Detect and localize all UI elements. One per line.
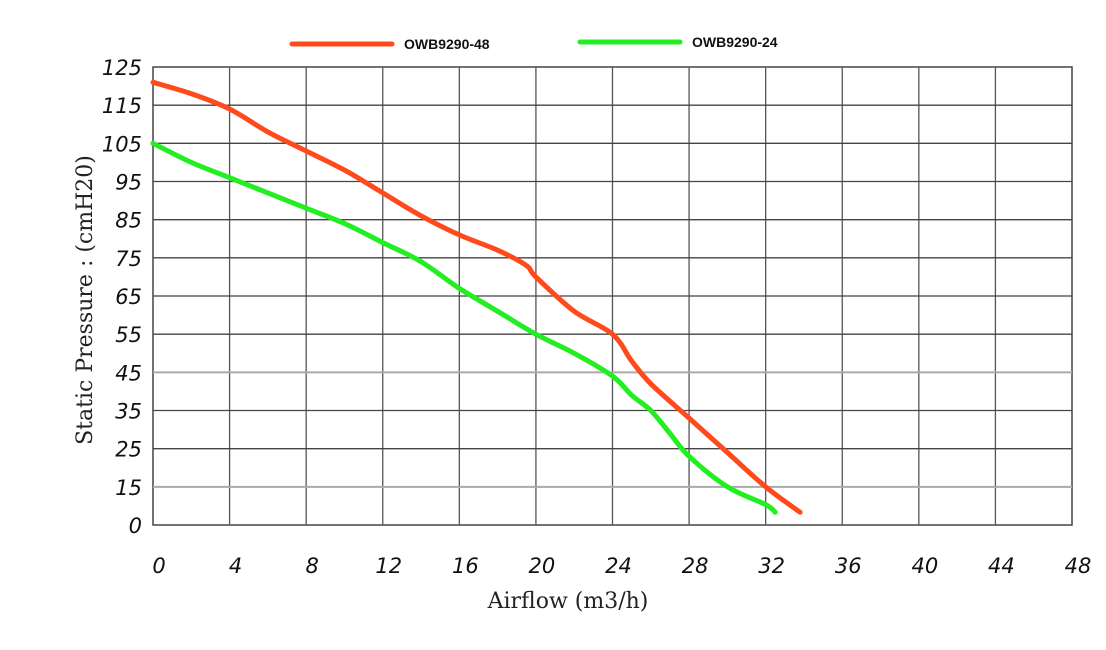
- series-line-1: [150, 79, 803, 515]
- y-tick-label: 105: [102, 132, 142, 156]
- legend-label-1: OWB9290-48: [404, 36, 490, 52]
- y-tick-label: 65: [115, 285, 142, 309]
- y-tick-label: 45: [115, 361, 142, 385]
- x-tick-labels: 0 4 8 12 16 20 24 28 32 36 40 44 48: [152, 554, 1091, 578]
- y-tick-label: 15: [115, 476, 142, 500]
- x-tick-label: 40: [911, 554, 938, 578]
- x-tick-label: 0: [152, 554, 165, 578]
- series-line-2: [150, 140, 778, 515]
- y-tick-label: 85: [115, 209, 142, 233]
- x-tick-label: 36: [835, 554, 862, 578]
- y-tick-label: 0: [129, 514, 142, 538]
- y-tick-label: 95: [115, 171, 142, 195]
- y-tick-labels: 125 115 105 95 85 75 65 55 45 35 25 15 0: [102, 56, 142, 538]
- legend-label-2: OWB9290-24: [692, 34, 778, 50]
- x-tick-label: 28: [682, 554, 709, 578]
- x-tick-label: 16: [452, 554, 479, 578]
- y-tick-label: 75: [115, 247, 142, 271]
- x-axis-title: Airflow (m3/h): [487, 589, 649, 614]
- y-axis-title: Static Pressure : (cmH20): [73, 155, 98, 445]
- legend: OWB9290-48 OWB9290-24: [289, 34, 778, 52]
- series-lines: [150, 79, 803, 515]
- y-tick-label: 55: [115, 323, 142, 347]
- x-tick-label: 8: [305, 554, 318, 578]
- x-tick-label: 48: [1065, 554, 1092, 578]
- y-tick-label: 35: [115, 400, 142, 424]
- y-tick-label: 125: [102, 56, 142, 80]
- x-tick-label: 32: [758, 554, 785, 578]
- x-tick-label: 20: [529, 554, 556, 578]
- x-tick-label: 4: [229, 554, 242, 578]
- x-tick-label: 12: [375, 554, 402, 578]
- y-tick-label: 115: [102, 94, 142, 118]
- y-tick-label: 25: [115, 438, 142, 462]
- grid: [152, 66, 1073, 526]
- x-tick-label: 44: [988, 554, 1015, 578]
- x-tick-label: 24: [605, 554, 632, 578]
